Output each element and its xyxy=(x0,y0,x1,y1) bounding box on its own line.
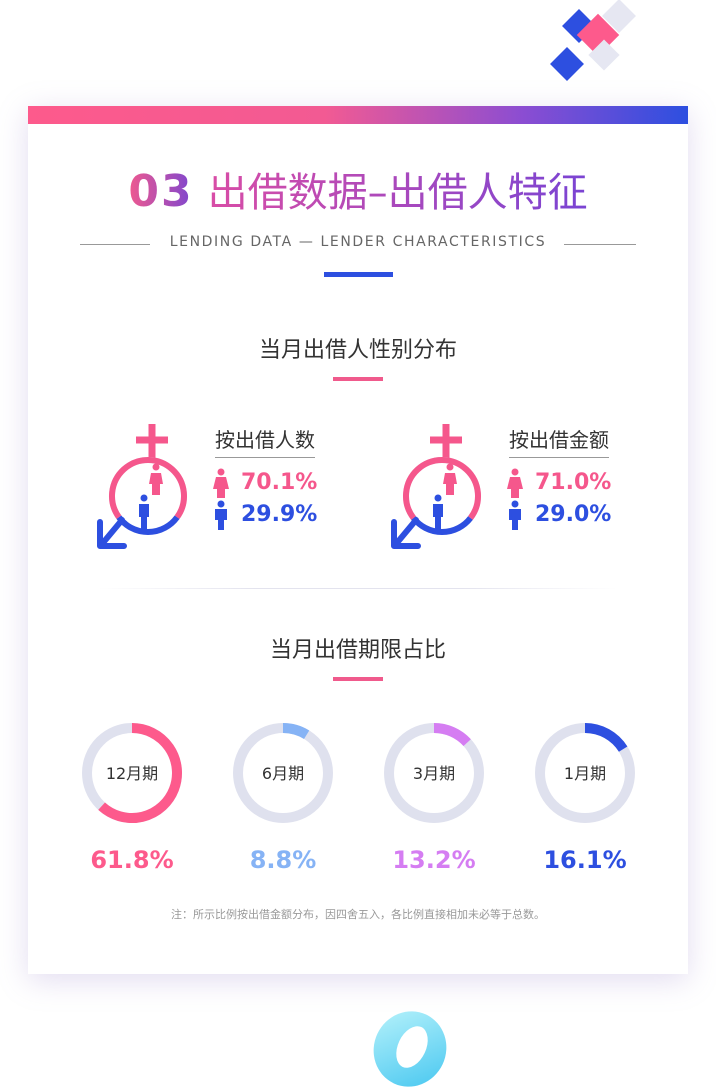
male-figure-icon xyxy=(139,495,149,530)
term-label: 3月期 xyxy=(379,760,489,784)
term-title-underline xyxy=(333,677,383,681)
female-icon xyxy=(212,468,230,498)
term-label: 12月期 xyxy=(77,760,187,784)
footnote: 注：所示比例按出借金额分布，因四舍五入，各比例直接相加未必等于总数。 xyxy=(28,906,688,922)
subtitle: LENDING DATA — LENDER CHARACTERISTICS xyxy=(28,234,688,250)
male-arc xyxy=(414,518,471,532)
gender-symbol-icon xyxy=(92,416,202,566)
male-percent: 29.0% xyxy=(535,502,611,527)
page-title: 03 出借数据–出借人特征 xyxy=(28,166,688,219)
gender-group-amount: 按出借金额 71.0% 29.0% xyxy=(386,416,656,566)
gender-group-label: 按出借人数 xyxy=(215,424,315,458)
gender-section-title: 当月出借人性别分布 xyxy=(28,332,688,364)
term-percent: 8.8% xyxy=(218,846,348,874)
female-figure-icon xyxy=(443,464,457,496)
term-ring-arc xyxy=(283,728,307,735)
title-underline xyxy=(324,272,393,277)
term-ring-arc xyxy=(434,728,467,743)
term-percent: 16.1% xyxy=(520,846,650,874)
gradient-top-bar xyxy=(28,106,688,124)
male-figure-icon xyxy=(433,495,443,530)
subtitle-rule-right xyxy=(564,244,636,245)
term-ring-arc xyxy=(585,728,623,749)
term-percent: 13.2% xyxy=(369,846,499,874)
term-label: 6月期 xyxy=(228,760,338,784)
title-text: 出借数据–出借人特征 xyxy=(208,170,588,216)
term-ring-3m: 3月期 xyxy=(379,718,489,828)
gender-group-label: 按出借金额 xyxy=(509,424,609,458)
term-ring-6m: 6月期 xyxy=(228,718,338,828)
male-percent: 29.9% xyxy=(241,502,317,527)
decorative-ring-icon xyxy=(368,1005,452,1089)
section-divider xyxy=(98,588,618,589)
section-number: 03 xyxy=(128,166,193,217)
female-icon xyxy=(506,468,524,498)
male-icon xyxy=(506,500,524,530)
male-arc xyxy=(119,517,177,532)
female-percent: 71.0% xyxy=(535,470,611,495)
gender-title-underline xyxy=(333,377,383,381)
gender-group-headcount: 按出借人数 70.1% 29.9% xyxy=(92,416,352,566)
term-section-title: 当月出借期限占比 xyxy=(28,632,688,664)
male-icon xyxy=(212,500,230,530)
term-ring-12m: 12月期 xyxy=(77,718,187,828)
term-percent: 61.8% xyxy=(67,846,197,874)
term-label: 1月期 xyxy=(530,760,640,784)
female-percent: 70.1% xyxy=(241,470,317,495)
decorative-squares-icon xyxy=(545,0,645,90)
term-ring-1m: 1月期 xyxy=(530,718,640,828)
female-figure-icon xyxy=(149,464,163,496)
info-card: 03 出借数据–出借人特征 LENDING DATA — LENDER CHARA… xyxy=(28,106,688,974)
gender-symbol-icon xyxy=(386,416,496,566)
